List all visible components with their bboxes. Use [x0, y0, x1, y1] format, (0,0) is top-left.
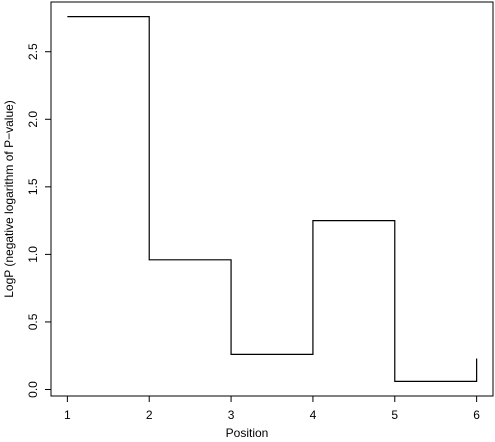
y-tick-label: 0.0	[26, 381, 40, 398]
x-tick-label: 3	[228, 408, 235, 422]
y-tick-label: 2.5	[26, 43, 40, 60]
x-tick-label: 1	[64, 408, 71, 422]
x-axis-label: Position	[226, 426, 269, 440]
y-tick-label: 2.0	[26, 111, 40, 128]
y-tick-label: 0.5	[26, 313, 40, 330]
plot-box	[50, 1, 494, 397]
x-tick-label: 6	[473, 408, 480, 422]
x-tick-label: 2	[146, 408, 153, 422]
x-tick-label: 4	[310, 408, 317, 422]
y-tick-label: 1.0	[26, 246, 40, 263]
x-tick-label: 5	[391, 408, 398, 422]
step-line	[67, 15, 478, 383]
y-axis-label: LogP (negative logarithm of P−value)	[2, 100, 16, 298]
y-tick-label: 1.5	[26, 178, 40, 195]
